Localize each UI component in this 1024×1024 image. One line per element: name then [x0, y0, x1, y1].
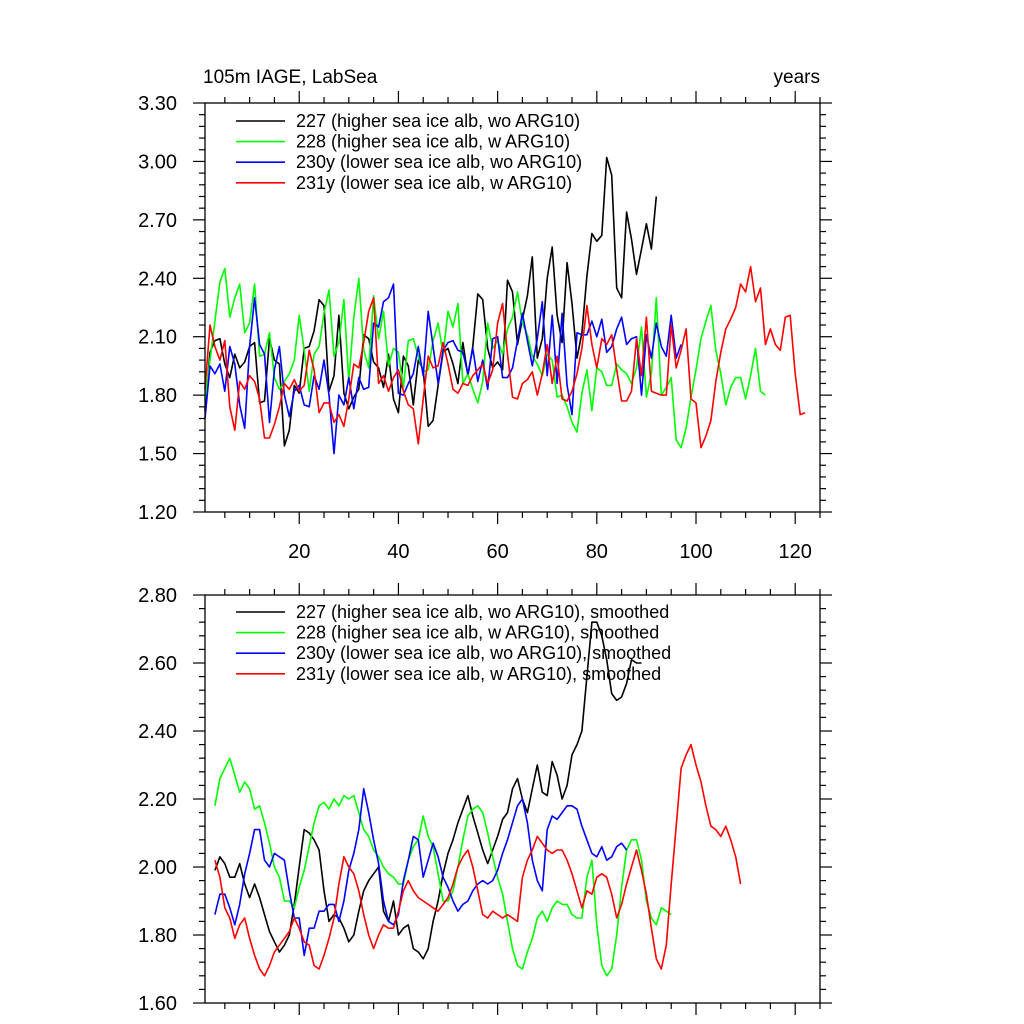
- bottom-chart-axes: 1.60 1.80 2.00 2.20 2.40 2.60 2.80: [138, 583, 832, 1015]
- top-x-tick-label: 80: [586, 541, 608, 563]
- top-x-tick-label: 40: [387, 541, 409, 563]
- bottom-series-line-3: [214, 787, 628, 957]
- top-legend-label-4: 231y (lower sea ice alb, w ARG10): [296, 173, 572, 193]
- bottom-legend-label-3: 230y (lower sea ice alb, wo ARG10), smoo…: [296, 643, 671, 663]
- top-y-tick-label: 3.00: [138, 151, 177, 173]
- top-x-tick-label: 120: [779, 541, 812, 563]
- bottom-series-line-2: [214, 757, 672, 977]
- top-y-tick-label: 3.30: [138, 93, 177, 115]
- top-y-tick-label: 2.10: [138, 327, 177, 349]
- bottom-y-tick-label: 2.00: [138, 857, 177, 879]
- top-legend-label-1: 227 (higher sea ice alb, wo ARG10): [296, 111, 580, 131]
- top-x-tick-label: 60: [486, 541, 508, 563]
- top-y-tick-label: 1.50: [138, 444, 177, 466]
- bottom-series-line-1: [214, 621, 642, 960]
- bottom-chart-legend: 227 (higher sea ice alb, wo ARG10), smoo…: [236, 602, 671, 684]
- bottom-legend-label-1: 227 (higher sea ice alb, wo ARG10), smoo…: [296, 602, 669, 622]
- top-series-line-2: [204, 267, 766, 449]
- top-chart-legend: 227 (higher sea ice alb, wo ARG10)228 (h…: [236, 111, 582, 193]
- bottom-chart-panel: 227 (higher sea ice alb, wo ARG10), smoo…: [138, 583, 832, 1015]
- bottom-y-tick-label: 2.20: [138, 789, 177, 811]
- top-chart-title: 105m IAGE, LabSea: [203, 67, 378, 88]
- top-legend-label-3: 230y (lower sea ice alb, wo ARG10): [296, 152, 582, 172]
- top-y-tick-label: 1.20: [138, 502, 177, 524]
- bottom-chart-lines: [214, 621, 742, 977]
- bottom-legend-label-2: 228 (higher sea ice alb, w ARG10), smoot…: [296, 623, 659, 643]
- top-chart-lines: [204, 156, 806, 455]
- top-chart-units-label: years: [774, 67, 820, 88]
- top-series-line-4: [204, 265, 806, 449]
- bottom-y-tick-label: 1.60: [138, 993, 177, 1015]
- top-series-line-1: [204, 156, 658, 447]
- top-x-tick-label: 20: [288, 541, 310, 563]
- top-x-tick-label: 100: [679, 541, 712, 563]
- bottom-y-tick-label: 2.40: [138, 721, 177, 743]
- top-y-tick-label: 2.70: [138, 210, 177, 232]
- top-y-tick-label: 2.40: [138, 268, 177, 290]
- bottom-y-tick-label: 2.60: [138, 653, 177, 675]
- top-plot-frame: [204, 102, 821, 513]
- top-y-tick-label: 1.80: [138, 385, 177, 407]
- top-chart-axes: 1.20 1.50 1.80 2.10 2.40 2.70 3.00 3.30 20 40 60 80…: [138, 91, 832, 563]
- bottom-y-tick-label: 1.80: [138, 925, 177, 947]
- top-series-line-3: [204, 283, 682, 455]
- bottom-legend-label-4: 231y (lower sea ice alb, w ARG10), smoot…: [296, 664, 661, 684]
- top-legend-label-2: 228 (higher sea ice alb, w ARG10): [296, 132, 570, 152]
- top-chart-panel: 105m IAGE, LabSea years 227 (higher sea …: [138, 67, 832, 563]
- bottom-y-tick-label: 2.80: [138, 585, 177, 607]
- bottom-series-line-4: [214, 743, 742, 977]
